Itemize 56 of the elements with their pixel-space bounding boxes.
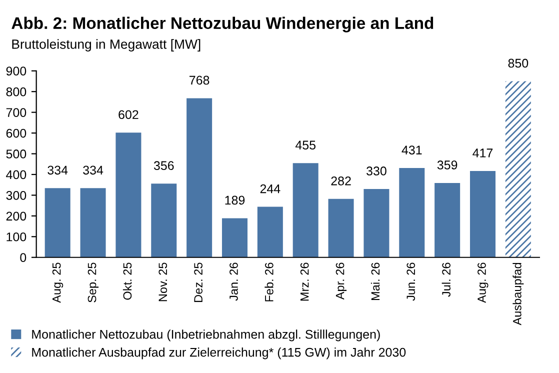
legend-label: Monatlicher Nettozubau (Inbetriebnahmen abzgl. Stilllegungen): [32, 330, 380, 342]
data-label: 768: [190, 76, 210, 85]
x-tick-label: Sep. 25: [88, 262, 99, 302]
y-tick-label: 100: [6, 232, 26, 242]
bar: [292, 163, 318, 258]
x-tick-label: Mrz. 26: [300, 262, 309, 301]
bar: [116, 132, 142, 258]
x-tick-label: Okt. 25: [122, 262, 132, 300]
data-label: 455: [295, 140, 316, 150]
bar: [186, 98, 212, 258]
bar: [328, 198, 354, 258]
y-tick-label: 200: [6, 212, 26, 221]
bar: [505, 81, 531, 258]
x-tick-label: Aug. 26: [478, 262, 488, 303]
chart-title: Abb. 2: Monatlicher Nettozubau Windenergie an Land: [12, 16, 434, 32]
x-tick-label: Jul. 26: [442, 262, 450, 297]
x-tick-label: Apr. 26: [336, 262, 347, 300]
bar: [222, 218, 248, 258]
data-label: 417: [472, 148, 493, 158]
data-label: 282: [331, 176, 351, 186]
y-tick-label: 300: [6, 191, 26, 200]
data-label: 602: [118, 110, 138, 120]
y-tick-label: 600: [6, 128, 26, 138]
data-label: 356: [154, 161, 174, 170]
x-tick-label: Dez. 25: [194, 262, 202, 302]
bar: [364, 188, 390, 258]
data-label: 431: [402, 146, 422, 154]
chart-subtitle: Bruttoleistung in Megawatt [MW]: [12, 39, 200, 52]
bar: [257, 206, 283, 258]
data-label: 359: [437, 160, 458, 170]
x-tick-label: Aug. 25: [52, 262, 64, 303]
bar: [434, 182, 460, 258]
x-tick-label: Mai. 26: [370, 262, 380, 300]
x-tick-label: Jun. 26: [406, 262, 416, 301]
bar: [80, 188, 106, 258]
y-tick-label: 0: [20, 253, 26, 262]
bar: [470, 170, 496, 258]
bar: [151, 184, 177, 258]
y-tick-label: 700: [6, 108, 26, 117]
y-tick-label: 800: [6, 87, 26, 96]
data-label: 334: [83, 166, 104, 175]
y-tick-label: 400: [6, 170, 26, 180]
y-tick-label: 900: [6, 66, 26, 76]
x-tick-label: Ausbaupfad: [512, 262, 524, 326]
bar: [399, 168, 425, 258]
data-label: 334: [48, 166, 68, 175]
data-label: 330: [366, 166, 386, 176]
y-tick-label: 500: [6, 150, 26, 158]
data-label: 189: [225, 196, 245, 205]
data-label: 850: [508, 58, 528, 68]
x-tick-label: Feb. 26: [264, 262, 274, 302]
x-tick-label: Nov. 25: [158, 262, 168, 302]
bar: [44, 188, 70, 258]
x-tick-label: Jan. 26: [230, 262, 238, 301]
data-label: 244: [260, 184, 280, 194]
legend-label: Monatlicher Ausbaupfad zur Zielerreichung* (115 GW) im Jahr 2030: [32, 348, 406, 360]
